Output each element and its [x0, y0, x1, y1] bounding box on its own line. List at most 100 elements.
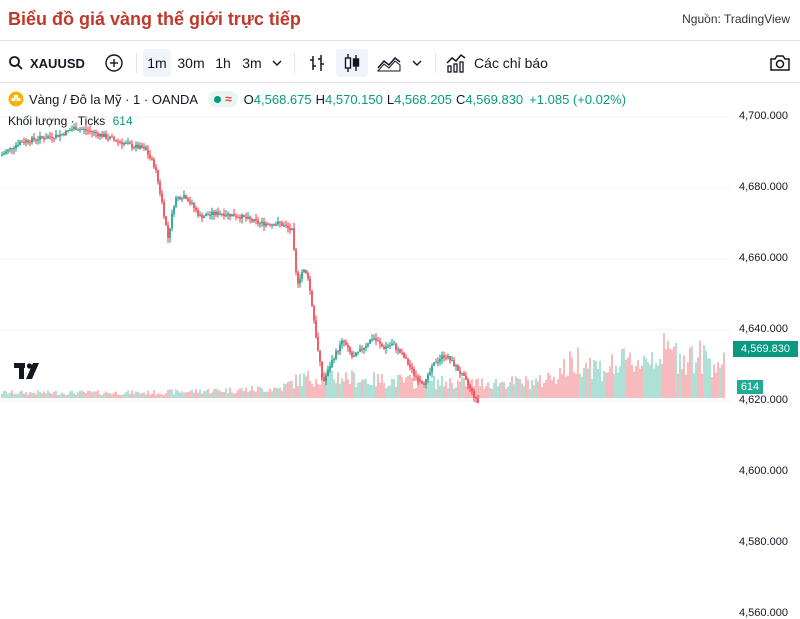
candle — [277, 221, 279, 225]
volume-bar — [49, 392, 51, 398]
close-value: 4,569.830 — [465, 91, 524, 107]
candle — [153, 159, 155, 168]
candle — [303, 269, 305, 273]
high-label: H — [315, 91, 326, 107]
candle — [145, 147, 147, 151]
volume-bar — [105, 391, 107, 398]
candle — [331, 360, 333, 367]
volume-bar — [251, 385, 253, 398]
volume-bar — [221, 392, 223, 398]
volume-bar — [101, 394, 103, 398]
candles-style-button[interactable] — [336, 49, 368, 77]
volume-bar — [171, 389, 173, 398]
candle — [227, 213, 229, 216]
candle — [429, 372, 431, 375]
candle — [279, 221, 281, 223]
volume-bar — [533, 385, 535, 398]
candle — [361, 348, 363, 350]
volume-bar — [497, 386, 499, 398]
price-chart[interactable] — [0, 0, 800, 403]
legend-title: Vàng / Đô la Mỹ · 1 · OANDA — [29, 91, 199, 107]
volume-bar — [117, 394, 119, 398]
open-label: O — [243, 91, 254, 107]
volume-bar — [703, 345, 705, 398]
candle — [73, 127, 75, 130]
add-symbol-button[interactable] — [100, 49, 128, 77]
volume-bar — [713, 364, 715, 398]
volume-bar — [371, 385, 373, 398]
candle — [373, 338, 375, 340]
candle — [23, 142, 25, 144]
gold-symbol-icon — [8, 91, 24, 107]
candle — [363, 347, 365, 350]
volume-bar — [389, 385, 391, 398]
volume-bar — [79, 390, 81, 398]
volume-bar — [379, 382, 381, 398]
candle — [367, 343, 369, 346]
volume-bar — [367, 383, 369, 398]
candle — [387, 346, 389, 348]
candle — [45, 138, 47, 140]
candle — [79, 129, 81, 131]
candle — [217, 211, 219, 215]
volume-bar — [209, 393, 211, 398]
candle — [215, 211, 217, 215]
volume-bar — [437, 379, 439, 398]
candle — [131, 143, 133, 148]
volume-bar — [597, 369, 599, 398]
candle — [345, 342, 347, 345]
candle — [281, 222, 283, 226]
symbol-legend[interactable]: Vàng / Đô la Mỹ · 1 · OANDA ≈ O 4,568.675… — [8, 90, 626, 108]
volume-bar — [187, 391, 189, 398]
candle — [85, 128, 87, 131]
candle — [163, 201, 165, 217]
candle — [321, 361, 323, 378]
bar-style-button[interactable] — [304, 49, 330, 77]
volume-bar — [153, 390, 155, 398]
volume-bar — [315, 379, 317, 398]
volume-bar — [213, 389, 215, 398]
volume-bar — [123, 393, 125, 398]
volume-bar — [549, 375, 551, 398]
interval-dropdown[interactable] — [268, 49, 286, 77]
volume-bar — [403, 382, 405, 398]
interval-3m[interactable]: 3m — [242, 55, 262, 71]
volume-bar — [199, 389, 201, 398]
volume-bar — [71, 390, 73, 398]
tradingview-logo[interactable] — [14, 360, 44, 382]
chart-style-dropdown[interactable] — [408, 49, 426, 77]
volume-bar — [685, 374, 687, 398]
search-icon — [8, 55, 24, 71]
volume-bar — [691, 346, 693, 398]
area-style-button[interactable] — [374, 49, 404, 77]
snapshot-button[interactable] — [766, 49, 794, 77]
interval-1h[interactable]: 1h — [215, 55, 231, 71]
volume-legend[interactable]: Khối lượng · Ticks 614 — [8, 114, 133, 128]
interval-30m[interactable]: 30m — [177, 55, 205, 71]
volume-bar — [89, 391, 91, 398]
volume-bar — [57, 394, 59, 398]
volume-bar — [425, 386, 427, 398]
y-tick-label: 4,680.000 — [739, 181, 788, 193]
volume-bar — [131, 390, 133, 398]
volume-bar — [433, 375, 435, 398]
indicators-button[interactable]: Các chỉ báo — [446, 49, 556, 77]
volume-bar — [541, 386, 543, 398]
volume-bar — [605, 372, 607, 398]
interval-1m[interactable]: 1m — [143, 49, 171, 77]
volume-bar — [267, 391, 269, 398]
volume-bar — [671, 349, 673, 398]
candle — [9, 148, 11, 150]
symbol-search-button[interactable]: XAUUSD — [8, 49, 88, 77]
last-price-tag: 4,569.830 — [733, 341, 798, 357]
candle — [27, 140, 29, 143]
candle — [17, 144, 19, 146]
chevron-down-icon — [272, 59, 282, 67]
volume-bar — [563, 359, 565, 398]
market-status-badge[interactable]: ≈ — [208, 91, 238, 107]
candle — [71, 129, 73, 131]
volume-bar — [51, 393, 53, 398]
candle — [247, 216, 249, 219]
volume-bar — [41, 393, 43, 398]
candle — [439, 359, 441, 362]
